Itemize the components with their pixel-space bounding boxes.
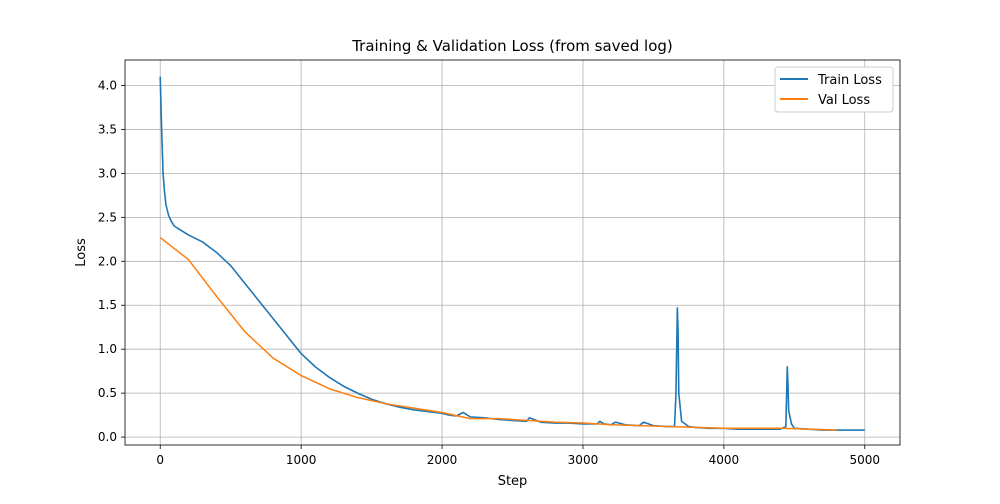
y-tick-label: 2.0: [98, 254, 117, 268]
legend-label-val-loss: Val Loss: [818, 93, 870, 108]
x-tick-label: 3000: [568, 453, 599, 467]
y-tick-label: 0.5: [98, 386, 117, 400]
x-tick-label: 5000: [849, 453, 880, 467]
plot-frame: [124, 59, 901, 446]
series-lines: [159, 76, 865, 431]
y-tick-label: 2.5: [98, 210, 117, 224]
y-tick-label: 4.0: [98, 78, 117, 92]
x-tick-label: 2000: [427, 453, 458, 467]
axis-ticks: 0 1000 2000 3000 4000 5000 0.0 0.5 1.0 1.5 2.0 2.5 3…: [98, 78, 880, 467]
x-axis-label: Step: [498, 474, 528, 489]
legend: Train Loss Val Loss: [774, 66, 894, 113]
chart-title: Training & Validation Loss (from saved l…: [351, 37, 673, 55]
y-tick-label: 3.0: [98, 166, 117, 180]
grid: [125, 60, 900, 445]
x-tick-label: 0: [156, 453, 164, 467]
y-tick-label: 1.0: [98, 342, 117, 356]
legend-label-train-loss: Train Loss: [817, 73, 882, 88]
x-tick-label: 1000: [286, 453, 317, 467]
series-line-train-loss: [159, 76, 865, 431]
y-axis-label: Loss: [74, 238, 89, 267]
y-tick-label: 1.5: [98, 298, 117, 312]
y-tick-label: 3.5: [98, 122, 117, 136]
series-line-val-loss: [159, 236, 837, 431]
y-tick-label: 0.0: [98, 430, 117, 444]
x-tick-label: 4000: [709, 453, 740, 467]
